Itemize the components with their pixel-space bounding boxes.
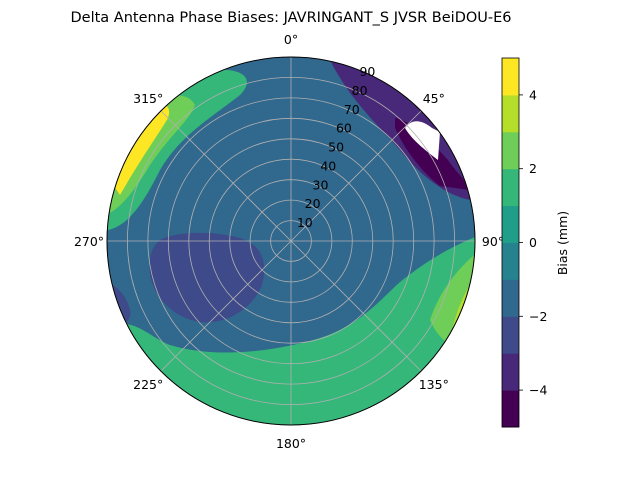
angular-tick-label: 225° xyxy=(133,377,163,392)
colorbar-segment xyxy=(502,94,519,133)
radial-tick-label: 60 xyxy=(336,121,352,136)
radial-tick-label: 90 xyxy=(359,64,375,79)
angular-tick-label: 45° xyxy=(423,91,445,106)
colorbar-tick-label: 4 xyxy=(529,87,537,102)
radial-tick-label: 70 xyxy=(344,102,360,117)
colorbar: −4 −2 0 2 4 xyxy=(501,57,547,428)
contour-region-south-band xyxy=(110,235,475,425)
colorbar-segment xyxy=(502,205,519,243)
angular-grid-line xyxy=(160,240,292,372)
radial-tick-label: 20 xyxy=(305,196,321,211)
colorbar-segment xyxy=(502,316,519,354)
angular-tick-label: 315° xyxy=(133,91,163,106)
radial-tick-label: 30 xyxy=(313,177,329,192)
colorbar-segment xyxy=(502,279,519,317)
angular-grid-line xyxy=(160,110,292,242)
colorbar-segment xyxy=(502,131,519,170)
colorbar-tick-label: 0 xyxy=(529,235,537,250)
colorbar-segment xyxy=(502,168,519,207)
chart-title: Delta Antenna Phase Biases: JAVRINGANT_S… xyxy=(70,10,511,26)
angular-tick-label: 135° xyxy=(419,377,449,392)
contour-region-north-west-peak xyxy=(110,105,170,195)
polar-grid xyxy=(106,56,476,426)
colorbar-label: Bias (mm) xyxy=(555,211,570,275)
contour-region-north-east-gap xyxy=(405,121,440,160)
radial-tick-label: 80 xyxy=(352,83,368,98)
radial-tick-label: 40 xyxy=(320,158,336,173)
colorbar-segment xyxy=(502,242,519,280)
colorbar-tick-label: 2 xyxy=(529,161,537,176)
colorbar-tick-label: −4 xyxy=(529,383,547,398)
angular-grid-line xyxy=(290,110,422,242)
angular-tick-label: 270° xyxy=(74,234,104,249)
colorbar-segment xyxy=(502,353,519,391)
angular-tick-label: 0° xyxy=(284,32,298,47)
colorbar-tick-label: −2 xyxy=(529,309,547,324)
contour-region-north-west-high xyxy=(107,95,195,215)
angular-tick-label: 180° xyxy=(276,436,306,451)
angular-tick-labels: 0° 45° 90° 135° 180° 225° 270° 315° xyxy=(74,32,504,451)
polar-frame xyxy=(106,56,476,426)
contour-region-centre-low xyxy=(149,232,265,323)
radial-tick-label: 50 xyxy=(328,140,344,155)
colorbar-segment xyxy=(502,390,519,428)
radial-tick-label: 10 xyxy=(297,215,313,230)
angular-tick-label: 90° xyxy=(482,234,504,249)
colorbar-segment xyxy=(502,58,519,96)
radial-tick-labels: 10 20 30 40 50 60 70 80 90 xyxy=(297,64,376,230)
angular-grid-line xyxy=(290,240,422,372)
